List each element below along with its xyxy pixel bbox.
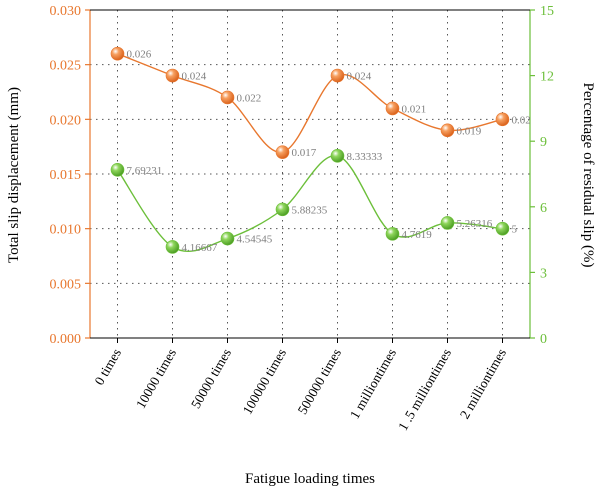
series-1-data-label: 0.026 — [127, 49, 152, 61]
series-2-point — [330, 148, 345, 163]
x-tick-label: 100000 times — [240, 346, 290, 417]
series-2-point — [385, 227, 400, 241]
x-tick-label: 500000 times — [295, 346, 345, 417]
x-tick-label: 10000 times — [133, 346, 179, 411]
grid-lines — [90, 10, 530, 338]
left-tick-label: 0.025 — [50, 59, 82, 74]
y-axis-title-left: Total slip displacement (mm) — [6, 87, 22, 263]
series-1-data-label: 0.022 — [237, 92, 262, 104]
series-2-data-label: 5 — [512, 224, 518, 236]
series-1-point — [385, 101, 400, 116]
left-tick-label: 0.005 — [50, 277, 82, 292]
right-tick-label: 12 — [540, 70, 554, 85]
left-tick-label: 0.000 — [50, 332, 82, 347]
series-1-data-label: 0.024 — [347, 71, 372, 83]
x-axis-ticks: 0 times 10000 times 50000 times 100000 time… — [91, 338, 509, 433]
series-1-point — [165, 68, 180, 83]
series-2-data-label: 4.7619 — [402, 229, 433, 241]
x-tick-label: 0 times — [91, 346, 124, 388]
right-tick-label: 15 — [540, 4, 554, 19]
left-tick-label: 0.015 — [50, 168, 82, 183]
series-1-point — [440, 123, 455, 138]
series-1-data-label: 0.017 — [292, 147, 317, 159]
left-tick-label: 0.020 — [50, 113, 82, 128]
left-axis-ticks: 0.000 0.005 0.010 0.015 0.020 0.025 0.030 — [50, 4, 90, 347]
x-tick-label: 1 milliontimes — [347, 346, 399, 421]
right-tick-label: 6 — [540, 201, 547, 216]
series-1-point — [495, 112, 510, 127]
series-1-data-label: 0.02 — [512, 114, 531, 126]
series-2-point — [275, 202, 290, 217]
series-2-data-label: 4.16667 — [182, 242, 218, 254]
series-1-data-label: 0.019 — [457, 125, 482, 137]
series-2-point — [220, 231, 235, 246]
series-2-data-label: 5.26316 — [457, 218, 493, 230]
series-1-point — [275, 145, 290, 159]
series-2-data-label: 4.54545 — [237, 234, 273, 246]
x-tick-label: 2 milliontimes — [457, 346, 509, 421]
series-1-point — [330, 68, 345, 83]
x-tick-label: 50000 times — [188, 346, 234, 411]
y-axis-title-right: Percentage of residual slip (%) — [580, 83, 596, 268]
right-axis-ticks: 0 3 6 9 12 15 — [530, 4, 554, 347]
series-1-point — [110, 46, 125, 61]
left-tick-label: 0.010 — [50, 223, 82, 238]
series-2-data-label: 7.69231 — [127, 165, 163, 177]
series-2-data-label: 5.88235 — [292, 204, 328, 216]
right-tick-label: 9 — [540, 135, 547, 150]
series-layer: 0.026 0.024 0.022 0.017 0.024 0.021 0.019 0.02 7… — [110, 46, 531, 254]
right-tick-label: 3 — [540, 266, 547, 281]
series-1-data-label: 0.021 — [402, 103, 427, 115]
left-tick-label: 0.030 — [50, 4, 82, 19]
series-1-point — [220, 90, 235, 105]
series-2-data-label: 8.33333 — [347, 151, 383, 163]
series-line-1 — [117, 53, 503, 153]
series-2-point — [110, 162, 125, 177]
series-2-point — [495, 221, 510, 236]
series-2-point — [440, 216, 455, 230]
right-tick-label: 0 — [540, 332, 547, 347]
x-axis-title: Fatigue loading times — [245, 471, 375, 487]
x-tick-label: 1 .5 milliontimes — [395, 346, 454, 433]
series-1-data-label: 0.024 — [182, 71, 207, 83]
series-2-point — [165, 240, 180, 254]
